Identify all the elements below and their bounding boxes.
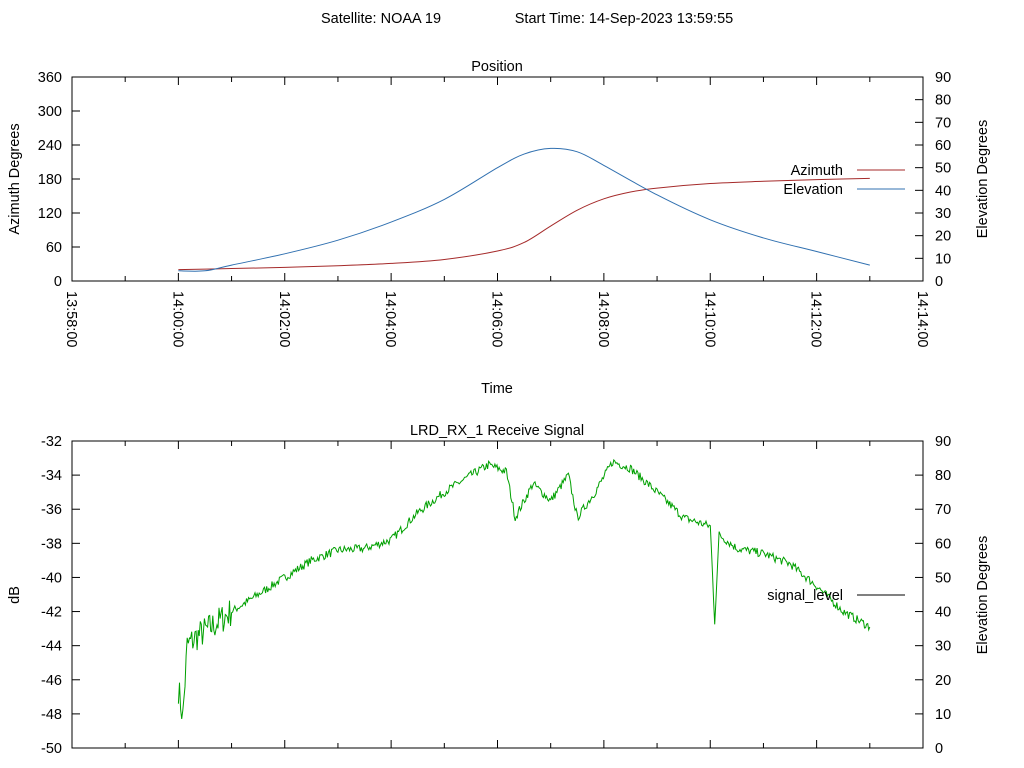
x-tick-label: 14:10:00 [701, 291, 717, 347]
x-tick-label: 14:08:00 [595, 291, 611, 347]
position-x-axis-label: Time [481, 381, 513, 397]
satellite-label: Satellite: NOAA 19 [321, 11, 441, 27]
y-tick-label: -34 [41, 468, 62, 484]
y-tick-label: 0 [54, 274, 62, 290]
y-tick-label: 240 [38, 138, 62, 154]
y-tick-label: -40 [41, 570, 62, 586]
y2-tick-label: 60 [935, 138, 951, 154]
y2-tick-label: 50 [935, 570, 951, 586]
y-tick-label: -44 [41, 639, 62, 655]
y2-tick-label: 20 [935, 229, 951, 245]
x-tick-label: 14:04:00 [382, 291, 398, 347]
signal-chart: -50 -48 -46 -44 -42 -40 -38 -36 -34 -32 0 10 20 30 40 5… [7, 423, 991, 757]
y-tick-label: -42 [41, 605, 62, 621]
x-tick-label: 14:02:00 [276, 291, 292, 347]
signal-level-line [177, 458, 871, 719]
y-tick-label: 180 [38, 172, 62, 188]
signal-y2-axis-label: Elevation Degrees [975, 536, 991, 655]
x-tick-label: 14:00:00 [169, 291, 185, 347]
y2-tick-label: 80 [935, 468, 951, 484]
azimuth-line [178, 177, 870, 271]
y2-tick-label: 80 [935, 93, 951, 109]
x-tick-label: 13:58:00 [63, 291, 79, 347]
signal-y-axis-label: dB [7, 586, 23, 604]
y-tick-label: -46 [41, 673, 62, 689]
x-tick-label: 14:14:00 [914, 291, 930, 347]
azimuth-legend-label: Azimuth [791, 163, 843, 179]
start-time-label: Start Time: 14-Sep-2023 13:59:55 [515, 11, 733, 27]
y2-tick-label: 50 [935, 161, 951, 177]
y-tick-label: -38 [41, 536, 62, 552]
position-y2-axis-label: Elevation Degrees [975, 120, 991, 239]
y2-tick-label: 60 [935, 536, 951, 552]
y2-tick-label: 20 [935, 673, 951, 689]
y2-tick-label: 10 [935, 707, 951, 723]
x-tick-label: 14:06:00 [489, 291, 505, 347]
y2-tick-label: 0 [935, 274, 943, 290]
y2-tick-label: 10 [935, 251, 951, 267]
position-title: Position [471, 59, 523, 75]
y-tick-label: 360 [38, 70, 62, 86]
y-tick-label: -48 [41, 707, 62, 723]
y-tick-label: 60 [46, 240, 62, 256]
y2-tick-label: 70 [935, 502, 951, 518]
y2-tick-label: 30 [935, 639, 951, 655]
y-tick-label: 120 [38, 206, 62, 222]
x-tick-label: 14:12:00 [808, 291, 824, 347]
y2-tick-label: 0 [935, 741, 943, 757]
elevation-line [178, 147, 870, 272]
y-tick-label: 300 [38, 104, 62, 120]
signal-level-legend-label: signal_level [767, 588, 843, 604]
y2-tick-label: 90 [935, 70, 951, 86]
y2-tick-label: 30 [935, 206, 951, 222]
y-tick-label: -36 [41, 502, 62, 518]
y2-tick-label: 90 [935, 434, 951, 450]
position-chart: 13:58:00 14:00:00 14:02:00 14:04:00 14:06:00… [7, 59, 991, 397]
y2-tick-label: 40 [935, 183, 951, 199]
position-y-axis-label: Azimuth Degrees [7, 123, 23, 234]
elevation-legend-label: Elevation [783, 182, 843, 198]
position-plot-frame [71, 76, 924, 282]
signal-title: LRD_RX_1 Receive Signal [410, 423, 584, 439]
y-tick-label: -32 [41, 434, 62, 450]
y2-tick-label: 40 [935, 605, 951, 621]
y2-tick-label: 70 [935, 115, 951, 131]
y-tick-label: -50 [41, 741, 62, 757]
